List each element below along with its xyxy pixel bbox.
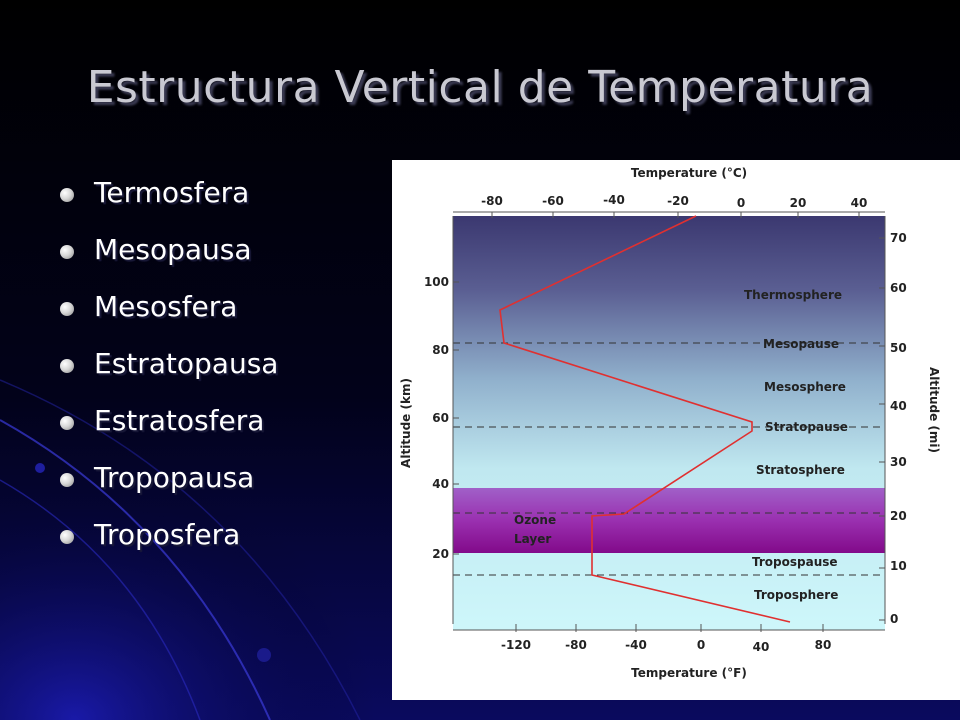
mesosphere-label: Mesosphere [764, 380, 846, 394]
mesopause-label: Mesopause [763, 337, 839, 351]
km-tick-label: 20 [432, 547, 449, 561]
mi-tick-label: 60 [890, 281, 907, 295]
fahrenheit-tick-label: -80 [565, 638, 587, 652]
ozone-label-line2: Layer [514, 532, 551, 546]
mi-tick-label: 20 [890, 509, 907, 523]
bullet-text: Estratosfera [94, 404, 265, 437]
left-axis-ticks [452, 216, 459, 624]
bullet-icon [60, 416, 74, 430]
fahrenheit-tick-label: 0 [697, 638, 705, 652]
bullet-icon [60, 302, 74, 316]
thermosphere-label: Thermosphere [744, 288, 842, 302]
fahrenheit-tick-label: 40 [753, 640, 770, 654]
fahrenheit-tick-label: 80 [815, 638, 832, 652]
km-tick-label: 100 [424, 275, 449, 289]
mi-tick-label: 0 [890, 612, 898, 626]
bullet-item: Mesopausa [60, 233, 278, 290]
slide-title: Estructura Vertical de Temperatura [86, 62, 874, 113]
bullet-item: Tropopausa [60, 461, 278, 518]
bottom-axis-title: Temperature (°F) [631, 666, 747, 680]
km-tick-label: 80 [432, 343, 449, 357]
bullet-item: Estratopausa [60, 347, 278, 404]
celsius-tick-label: 40 [851, 196, 868, 210]
bullet-icon [60, 188, 74, 202]
temperature-profile-line [499, 215, 791, 623]
celsius-tick-label: -80 [481, 194, 503, 208]
stratopause-label: Stratopause [765, 420, 848, 434]
plot-area [453, 216, 885, 624]
mi-tick-label: 40 [890, 399, 907, 413]
fahrenheit-tick-label: -120 [501, 638, 531, 652]
bottom-axis-ticks [453, 624, 885, 632]
bullet-text: Mesosfera [94, 290, 238, 323]
bullet-icon [60, 473, 74, 487]
layer-boundaries [453, 342, 885, 576]
km-tick-label: 60 [432, 411, 449, 425]
tropopause-label: Tropospause [752, 555, 838, 569]
troposphere-label: Troposphere [754, 588, 838, 602]
celsius-tick-label: -60 [542, 194, 564, 208]
right-axis-ticks [879, 216, 886, 624]
ozone-band [453, 488, 885, 553]
bullet-text: Tropopausa [94, 461, 255, 494]
atmosphere-temperature-diagram: Temperature (°C) Temperature (°F) Altitu… [392, 160, 960, 700]
top-axis-ticks [453, 211, 885, 218]
celsius-tick-label: -20 [667, 194, 689, 208]
mi-tick-label: 70 [890, 231, 907, 245]
bullet-icon [60, 245, 74, 259]
bullet-item: Termosfera [60, 176, 278, 233]
stratosphere-label: Stratosphere [756, 463, 845, 477]
fahrenheit-tick-label: -40 [625, 638, 647, 652]
mi-tick-label: 50 [890, 341, 907, 355]
ozone-label-line1: Ozone [514, 513, 556, 527]
mi-tick-label: 30 [890, 455, 907, 469]
celsius-tick-label: 20 [790, 196, 807, 210]
bullet-text: Mesopausa [94, 233, 252, 266]
km-tick-label: 40 [432, 477, 449, 491]
bullet-icon [60, 530, 74, 544]
bullet-item: Troposfera [60, 518, 278, 575]
celsius-tick-label: -40 [603, 193, 625, 207]
mi-tick-label: 10 [890, 559, 907, 573]
right-axis-title: Altitude (mi) [927, 367, 941, 453]
left-axis-title: Altitude (km) [399, 378, 413, 468]
bullet-text: Estratopausa [94, 347, 279, 380]
top-axis-title: Temperature (°C) [631, 166, 747, 180]
bullet-text: Termosfera [94, 176, 250, 209]
celsius-tick-label: 0 [737, 196, 745, 210]
bullet-item: Estratosfera [60, 404, 278, 461]
bullet-item: Mesosfera [60, 290, 278, 347]
bullet-text: Troposfera [94, 518, 241, 551]
bullet-icon [60, 359, 74, 373]
bullet-list: Termosfera Mesopausa Mesosfera Estratopa… [60, 176, 278, 575]
